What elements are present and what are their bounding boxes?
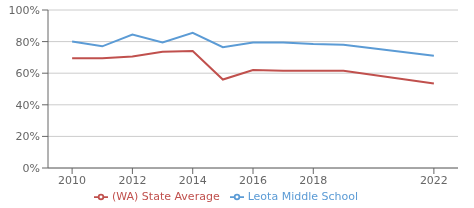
svg-text:60%: 60% [16,67,40,80]
html-text:Leota Middle School: Leota Middle School [247,190,358,203]
svg-text:0%: 0% [23,162,40,175]
svg-text:2022: 2022 [420,174,448,187]
svg-text:2016: 2016 [239,174,267,187]
svg-text:100%: 100% [9,4,40,17]
svg-text:2014: 2014 [179,174,207,187]
svg-text:20%: 20% [16,130,40,143]
svg-text:2012: 2012 [118,174,146,187]
html-text:(WA) State Average: (WA) State Average [112,190,220,203]
svg-text:2010: 2010 [58,174,86,187]
svg-text:2018: 2018 [299,174,327,187]
svg-text:40%: 40% [16,99,40,112]
svg-text:80%: 80% [16,36,40,49]
